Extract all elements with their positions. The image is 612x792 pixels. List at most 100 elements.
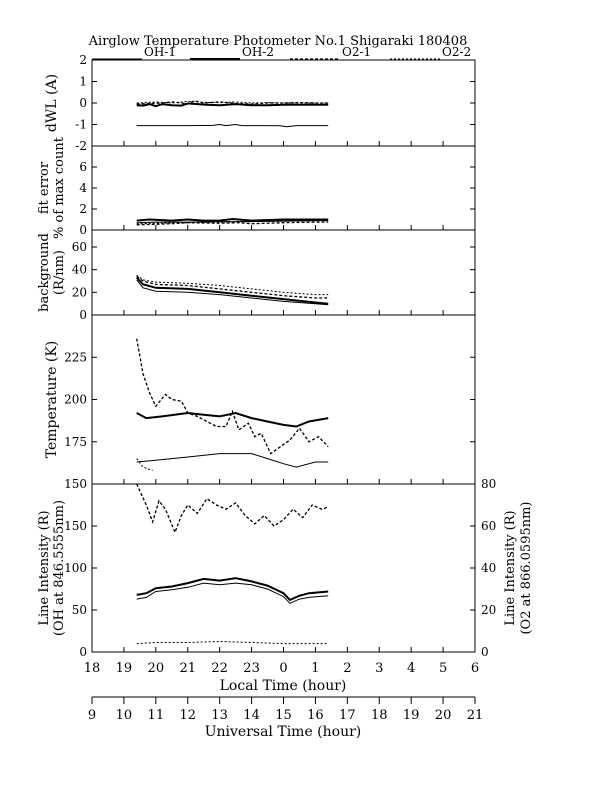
xtick-label-local: 2 — [343, 661, 351, 676]
ut-tick-label: 16 — [307, 708, 324, 723]
ytick-label-intensity: 100 — [64, 561, 87, 575]
ytick-label-intensity: 150 — [64, 519, 87, 533]
ut-tick-label: 11 — [148, 708, 165, 723]
ytick-label-bg: 20 — [72, 285, 87, 299]
series-temp-oh2 — [136, 411, 329, 428]
ytick-right-label-intensity: 20 — [481, 603, 496, 617]
ytick-label-dwl: 0 — [79, 96, 87, 110]
series-fit-oh2 — [136, 217, 329, 222]
ytick-label-dwl: -1 — [75, 118, 87, 132]
ylabel-intensity: (OH at 846.5555nm) — [52, 500, 67, 636]
ytick-label-temp: 175 — [64, 435, 87, 449]
xaxis-label-ut: Universal Time (hour) — [205, 724, 362, 740]
series-fit-o22 — [136, 220, 329, 225]
series-temp-oh1 — [136, 453, 329, 468]
xtick-label-local: 3 — [375, 661, 383, 676]
series-intensity-o22_right — [136, 640, 329, 645]
ytick-label-bg: 60 — [72, 240, 87, 254]
xtick-label-local: 20 — [148, 661, 165, 676]
series-bg-oh2 — [135, 276, 329, 305]
ylabel-fit: fit error — [37, 161, 52, 214]
ytick-label-fit: 6 — [79, 160, 87, 174]
ut-tick-label: 9 — [88, 708, 96, 723]
xtick-label-local: 23 — [243, 661, 260, 676]
ut-tick-label: 20 — [435, 708, 452, 723]
xtick-label-local: 4 — [407, 661, 415, 676]
xtick-label-local: 0 — [279, 661, 287, 676]
ytick-label-fit: 2 — [79, 202, 87, 216]
ytick-right-label-intensity: 80 — [481, 477, 496, 491]
panel-frame-bg — [91, 229, 476, 316]
series-temp-o22 — [136, 458, 153, 471]
xtick-label-local: 1 — [311, 661, 319, 676]
panel-fit: 6 4 2 0 fit error% of max count — [37, 136, 476, 239]
series-intensity-oh2 — [136, 577, 329, 602]
ytick-label-temp: 150 — [64, 477, 87, 491]
panel-bg: 60 40 20 0 background (R/nm) — [37, 229, 476, 322]
ytick-label-dwl: 1 — [79, 75, 87, 89]
xtick-label-local: 19 — [116, 661, 133, 676]
ut-tick-label: 12 — [179, 708, 196, 723]
legend: OH-1 OH-2 O2-1 O2-2 — [92, 45, 471, 60]
series-temp-o21 — [136, 338, 329, 455]
ytick-label-intensity: 0 — [79, 645, 87, 659]
ut-tick-label: 18 — [371, 708, 388, 723]
ut-tick-label: 17 — [339, 708, 356, 723]
ut-tick-label: 10 — [116, 708, 133, 723]
ytick-label-bg: 0 — [79, 308, 87, 322]
ylabel-right-intensity: Line Intensity (R) — [503, 510, 518, 625]
ut-tick-label: 13 — [211, 708, 228, 723]
ylabel-fit: % of max count — [52, 136, 67, 239]
ytick-label-temp: 200 — [64, 393, 87, 407]
ytick-right-label-intensity: 40 — [481, 561, 496, 575]
chart-title: Airglow Temperature Photometer No.1 Shig… — [88, 34, 468, 49]
ylabel-temp: Temperature (K) — [44, 341, 60, 459]
ut-tick-label: 19 — [403, 708, 420, 723]
xaxis-label-local: Local Time (hour) — [220, 678, 347, 694]
ytick-label-fit: 0 — [79, 223, 87, 237]
ylabel-intensity: Line Intensity (R) — [37, 510, 52, 625]
series-intensity-oh1 — [136, 582, 329, 604]
series-dwl-o21 — [136, 100, 329, 105]
ut-tick-label: 15 — [275, 708, 292, 723]
xtick-label-local: 5 — [439, 661, 447, 676]
ytick-label-fit: 4 — [79, 181, 87, 195]
ut-tick-label: 14 — [243, 708, 260, 723]
ytick-label-bg: 40 — [72, 263, 87, 277]
panel-temp: 225 200 175 150 Temperature (K) — [44, 314, 476, 491]
ylabel-bg: background — [37, 233, 52, 312]
series-bg-o21 — [136, 275, 329, 299]
ytick-label-intensity: 50 — [72, 603, 87, 617]
ut-tick-label: 21 — [467, 708, 484, 723]
legend-label-o22: O2-2 — [442, 45, 471, 59]
xtick-label-local: 21 — [179, 661, 196, 676]
ytick-label-temp: 225 — [64, 350, 87, 364]
legend-label-o21: O2-1 — [342, 45, 371, 59]
panel-dwl: 2 1 0 -1 -2 dWL (A) — [44, 53, 476, 153]
series-dwl-oh1 — [136, 123, 329, 128]
ytick-label-dwl: 2 — [79, 53, 87, 67]
ylabel-dwl: dWL (A) — [44, 74, 60, 132]
xtick-label-local: 18 — [84, 661, 101, 676]
series-bg-o22 — [136, 274, 329, 296]
panel-frame-intensity — [91, 483, 476, 653]
panel-frame-fit — [91, 145, 476, 231]
ytick-right-label-intensity: 0 — [481, 645, 489, 659]
ylabel-right-intensity: (O2 at 866.0595nm) — [519, 501, 534, 634]
legend-label-oh2: OH-2 — [242, 45, 274, 59]
panel-frame-temp — [91, 314, 476, 485]
ytick-label-dwl: -2 — [75, 139, 87, 153]
xtick-label-local: 22 — [211, 661, 228, 676]
series-fit-o21 — [136, 221, 329, 226]
xtick-label-local: 6 — [471, 661, 479, 676]
series-bg-oh1 — [136, 279, 329, 306]
ytick-right-label-intensity: 60 — [481, 519, 496, 533]
ylabel-bg: (R/nm) — [52, 250, 67, 295]
series-intensity-o21_right — [136, 483, 329, 535]
series-dwl-oh2 — [136, 102, 329, 108]
legend-label-oh1: OH-1 — [144, 45, 176, 59]
